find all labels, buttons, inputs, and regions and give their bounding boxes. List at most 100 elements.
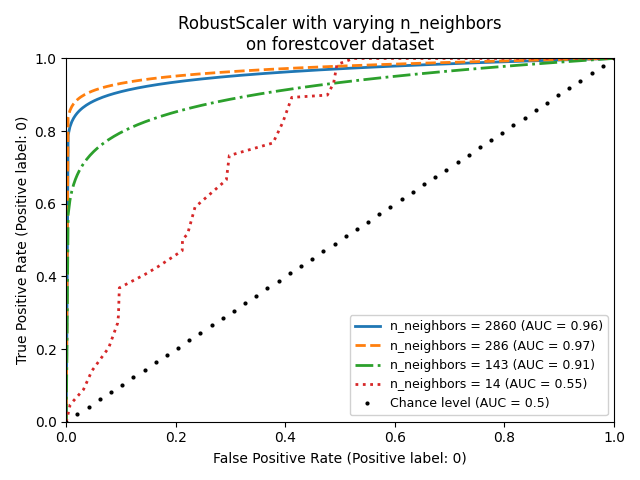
Chance level (AUC = 0.5) [74,411,81,417]
n_neighbors = 14 (AUC = 0.55) [66,403,74,409]
Chance level (AUC = 0.5) [141,367,148,372]
n_neighbors = 14 (AUC = 0.55) [555,56,563,61]
Line: n_neighbors = 286 (AUC = 0.97): n_neighbors = 286 (AUC = 0.97) [67,59,614,422]
Chance level (AUC = 0.5) [599,63,607,69]
Chance level (AUC = 0.5) [454,159,461,165]
n_neighbors = 14 (AUC = 0.55) [572,56,579,61]
Chance level (AUC = 0.5) [532,108,540,113]
n_neighbors = 2860 (AUC = 0.96) [63,419,70,425]
Chance level (AUC = 0.5) [353,226,361,232]
Chance level (AUC = 0.5) [308,256,316,262]
Chance level (AUC = 0.5) [107,389,115,395]
Line: n_neighbors = 14 (AUC = 0.55): n_neighbors = 14 (AUC = 0.55) [67,59,614,422]
n_neighbors = 2860 (AUC = 0.96) [388,63,396,69]
Chance level (AUC = 0.5) [476,144,484,150]
Chance level (AUC = 0.5) [129,374,137,380]
Chance level (AUC = 0.5) [499,130,506,135]
n_neighbors = 14 (AUC = 0.55) [505,56,513,61]
n_neighbors = 2860 (AUC = 0.96) [559,57,566,63]
n_neighbors = 14 (AUC = 0.55) [372,56,380,61]
n_neighbors = 14 (AUC = 0.55) [472,56,479,61]
n_neighbors = 14 (AUC = 0.55) [154,264,162,269]
n_neighbors = 14 (AUC = 0.55) [431,56,438,61]
n_neighbors = 286 (AUC = 0.97) [559,57,566,62]
n_neighbors = 14 (AUC = 0.55) [88,368,96,374]
n_neighbors = 143 (AUC = 0.91) [63,419,70,425]
Chance level (AUC = 0.5) [543,100,551,106]
Chance level (AUC = 0.5) [509,122,517,128]
n_neighbors = 14 (AUC = 0.55) [179,237,186,242]
n_neighbors = 2860 (AUC = 0.96) [397,63,405,69]
n_neighbors = 14 (AUC = 0.55) [79,386,87,392]
Chance level (AUC = 0.5) [264,286,271,291]
n_neighbors = 14 (AUC = 0.55) [179,248,186,253]
Chance level (AUC = 0.5) [398,196,406,202]
n_neighbors = 14 (AUC = 0.55) [191,204,199,210]
Chance level (AUC = 0.5) [275,278,282,284]
n_neighbors = 14 (AUC = 0.55) [596,56,604,61]
n_neighbors = 14 (AUC = 0.55) [333,61,340,67]
n_neighbors = 14 (AUC = 0.55) [141,271,149,277]
Chance level (AUC = 0.5) [63,419,70,425]
n_neighbors = 143 (AUC = 0.91) [397,73,405,79]
Chance level (AUC = 0.5) [163,352,171,358]
n_neighbors = 143 (AUC = 0.91) [524,61,532,67]
n_neighbors = 2860 (AUC = 0.96) [64,132,72,138]
n_neighbors = 14 (AUC = 0.55) [184,231,191,237]
n_neighbors = 14 (AUC = 0.55) [515,56,522,61]
n_neighbors = 143 (AUC = 0.91) [387,74,394,80]
Chance level (AUC = 0.5) [588,71,595,76]
n_neighbors = 14 (AUC = 0.55) [610,56,618,61]
Chance level (AUC = 0.5) [431,174,439,180]
n_neighbors = 14 (AUC = 0.55) [115,313,122,319]
Line: n_neighbors = 2860 (AUC = 0.96): n_neighbors = 2860 (AUC = 0.96) [67,59,614,422]
n_neighbors = 14 (AUC = 0.55) [288,95,296,100]
n_neighbors = 143 (AUC = 0.91) [64,212,72,218]
n_neighbors = 286 (AUC = 0.97) [388,61,396,67]
Chance level (AUC = 0.5) [174,345,182,350]
Chance level (AUC = 0.5) [297,263,305,269]
n_neighbors = 2860 (AUC = 0.96) [610,56,618,61]
n_neighbors = 286 (AUC = 0.97) [524,58,532,63]
Chance level (AUC = 0.5) [342,233,349,239]
n_neighbors = 14 (AUC = 0.55) [365,56,372,61]
n_neighbors = 14 (AUC = 0.55) [279,119,287,125]
n_neighbors = 14 (AUC = 0.55) [63,419,70,425]
Chance level (AUC = 0.5) [208,323,216,328]
Chance level (AUC = 0.5) [319,248,327,254]
Line: n_neighbors = 143 (AUC = 0.91): n_neighbors = 143 (AUC = 0.91) [67,59,614,422]
Chance level (AUC = 0.5) [420,181,428,187]
n_neighbors = 286 (AUC = 0.97) [397,61,405,67]
Chance level (AUC = 0.5) [241,300,249,306]
Chance level (AUC = 0.5) [566,85,573,91]
n_neighbors = 14 (AUC = 0.55) [415,56,423,61]
Chance level (AUC = 0.5) [487,137,495,143]
Legend: n_neighbors = 2860 (AUC = 0.96), n_neighbors = 286 (AUC = 0.97), n_neighbors = 1: n_neighbors = 2860 (AUC = 0.96), n_neigh… [349,315,608,416]
Chance level (AUC = 0.5) [252,293,260,299]
n_neighbors = 2860 (AUC = 0.96) [524,58,532,64]
Chance level (AUC = 0.5) [364,219,372,225]
Title: RobustScaler with varying n_neighbors
on forestcover dataset: RobustScaler with varying n_neighbors on… [179,15,502,54]
Chance level (AUC = 0.5) [577,78,584,84]
n_neighbors = 286 (AUC = 0.97) [63,419,70,425]
n_neighbors = 286 (AUC = 0.97) [610,56,618,61]
Chance level (AUC = 0.5) [84,404,92,410]
n_neighbors = 14 (AUC = 0.55) [484,56,492,61]
Line: Chance level (AUC = 0.5): Chance level (AUC = 0.5) [63,56,617,424]
n_neighbors = 14 (AUC = 0.55) [323,92,331,98]
n_neighbors = 14 (AUC = 0.55) [66,402,74,408]
n_neighbors = 286 (AUC = 0.97) [387,61,394,67]
Chance level (AUC = 0.5) [118,382,126,387]
n_neighbors = 14 (AUC = 0.55) [509,56,517,61]
Chance level (AUC = 0.5) [521,115,529,120]
n_neighbors = 14 (AUC = 0.55) [349,56,357,61]
n_neighbors = 14 (AUC = 0.55) [366,56,374,61]
Chance level (AUC = 0.5) [186,337,193,343]
Chance level (AUC = 0.5) [286,271,294,276]
X-axis label: False Positive Rate (Positive label: 0): False Positive Rate (Positive label: 0) [213,451,467,465]
n_neighbors = 14 (AUC = 0.55) [508,56,516,61]
Chance level (AUC = 0.5) [387,204,394,210]
n_neighbors = 143 (AUC = 0.91) [388,74,396,80]
n_neighbors = 143 (AUC = 0.91) [559,59,566,65]
Chance level (AUC = 0.5) [442,167,450,172]
